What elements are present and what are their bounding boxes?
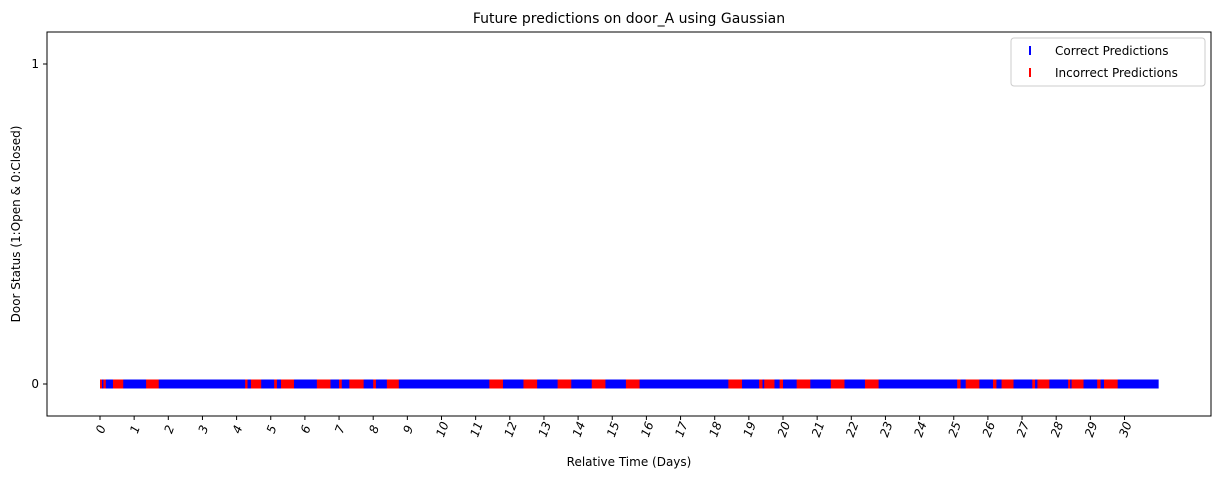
x-tick-label: 5 <box>264 423 280 435</box>
legend-label-correct: Correct Predictions <box>1055 44 1168 58</box>
incorrect-prediction-marks <box>1097 379 1101 389</box>
x-tick-label: 12 <box>502 420 520 439</box>
incorrect-prediction-marks <box>373 379 376 389</box>
x-tick-label: 22 <box>843 420 861 439</box>
incorrect-prediction-marks <box>864 379 879 389</box>
x-tick-label: 27 <box>1014 419 1033 438</box>
incorrect-prediction-marks <box>523 379 538 389</box>
plot-area <box>100 379 1159 389</box>
plot-frame <box>46 31 1212 417</box>
incorrect-prediction-marks <box>965 379 980 389</box>
x-tick-label: 17 <box>672 419 691 438</box>
x-tick-label: 2 <box>161 423 177 435</box>
incorrect-prediction-marks <box>489 379 503 389</box>
x-tick-label: 14 <box>570 420 588 439</box>
x-tick-label: 1 <box>127 423 143 435</box>
incorrect-prediction-marks <box>728 379 743 389</box>
incorrect-prediction-marks <box>100 379 102 389</box>
y-axis: 01 <box>31 57 47 391</box>
x-tick-label: 21 <box>809 420 827 439</box>
x-axis: 0 1 2 3 4 5 6 7 8 9 10 11 12 13 14 15 16 17 18 19 20 21 22 23 24… <box>93 416 1135 439</box>
incorrect-prediction-marks <box>274 379 277 389</box>
incorrect-prediction-marks <box>1068 379 1071 389</box>
legend-frame <box>1010 37 1206 87</box>
incorrect-prediction-marks <box>349 379 364 389</box>
incorrect-prediction-marks <box>591 379 606 389</box>
x-tick-label: 23 <box>877 420 895 439</box>
x-tick-label: 26 <box>980 419 999 438</box>
x-tick-label: 16 <box>638 419 657 438</box>
x-tick-label: 29 <box>1082 420 1100 439</box>
x-tick-label: 19 <box>741 420 759 439</box>
incorrect-prediction-marks <box>339 379 342 389</box>
incorrect-prediction-marks <box>280 379 294 389</box>
y-axis-title: Door Status (1:Open & 0:Closed) <box>9 126 23 323</box>
x-tick-label: 18 <box>706 419 725 438</box>
incorrect-prediction-marks <box>779 379 783 389</box>
x-tick-label: 10 <box>433 419 452 438</box>
incorrect-prediction-marks <box>957 379 961 389</box>
x-tick-label: 9 <box>400 423 416 435</box>
incorrect-prediction-marks <box>625 379 640 389</box>
series-incorrect <box>100 379 1118 389</box>
incorrect-prediction-marks <box>103 379 106 389</box>
incorrect-prediction-marks <box>759 379 763 389</box>
incorrect-prediction-marks <box>1032 379 1036 389</box>
incorrect-prediction-marks <box>830 379 845 389</box>
incorrect-prediction-marks <box>316 379 331 389</box>
incorrect-prediction-marks <box>1001 379 1014 389</box>
incorrect-prediction-marks <box>1071 379 1084 389</box>
x-axis-title: Relative Time (Days) <box>567 455 692 469</box>
x-tick-label: 25 <box>945 420 963 439</box>
x-tick-label: 30 <box>1116 419 1135 438</box>
incorrect-prediction-marks <box>112 379 124 389</box>
y-tick-label: 0 <box>31 377 39 391</box>
incorrect-prediction-marks <box>993 379 997 389</box>
incorrect-prediction-marks <box>1104 379 1118 389</box>
x-tick-label: 11 <box>467 420 485 439</box>
y-tick-label: 1 <box>31 57 39 71</box>
legend-label-incorrect: Incorrect Predictions <box>1055 66 1178 80</box>
legend: Correct Predictions Incorrect Prediction… <box>1010 37 1206 87</box>
x-tick-label: 3 <box>196 423 212 435</box>
incorrect-prediction-marks <box>245 379 248 389</box>
x-tick-label: 28 <box>1048 419 1067 438</box>
incorrect-prediction-marks <box>146 379 159 389</box>
incorrect-prediction-marks <box>796 379 811 389</box>
chart-title: Future predictions on door_A using Gauss… <box>473 11 785 27</box>
incorrect-prediction-marks <box>250 379 262 389</box>
x-tick-label: 4 <box>230 423 246 435</box>
x-tick-label: 20 <box>775 419 794 438</box>
x-tick-label: 15 <box>604 420 622 439</box>
incorrect-prediction-marks <box>386 379 399 389</box>
incorrect-prediction-marks <box>1037 379 1050 389</box>
x-tick-label: 24 <box>911 420 929 439</box>
x-tick-label: 13 <box>536 420 554 439</box>
incorrect-prediction-marks <box>764 379 775 389</box>
incorrect-prediction-marks <box>557 379 572 389</box>
